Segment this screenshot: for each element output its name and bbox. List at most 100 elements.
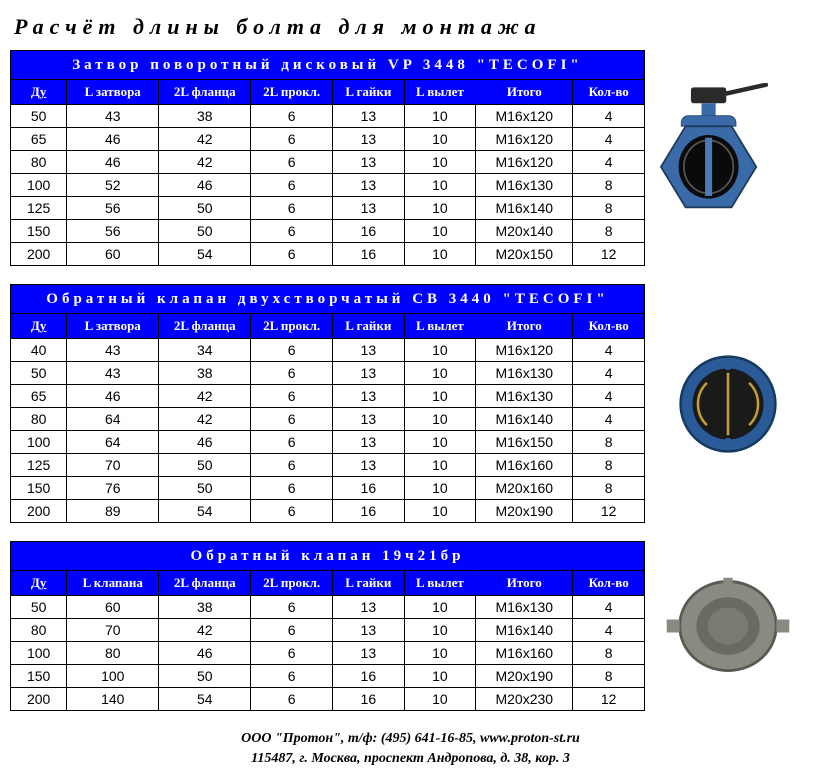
check-valve-19ch21br-icon: [663, 571, 793, 681]
table-cell: М16х140: [476, 197, 573, 220]
table-cell: 4: [573, 408, 645, 431]
table-cell: 64: [67, 431, 159, 454]
table-cell: 42: [159, 151, 251, 174]
table-cell: 38: [159, 362, 251, 385]
table-cell: 52: [67, 174, 159, 197]
table-cell: 10: [404, 665, 476, 688]
table-cell: 42: [159, 128, 251, 151]
table-cell: 10: [404, 688, 476, 711]
table-cell: 100: [11, 431, 67, 454]
table-row: 40433461310М16х1204: [11, 339, 645, 362]
table-cell: 150: [11, 665, 67, 688]
table-cell: 6: [251, 362, 333, 385]
table-cell: 4: [573, 128, 645, 151]
table-butterfly-valve: Затвор поворотный дисковый VP 3448 "TECO…: [10, 50, 645, 266]
table-cell: 125: [11, 197, 67, 220]
table-cell: М20х160: [476, 477, 573, 500]
table-cell: 4: [573, 105, 645, 128]
table-cell: 50: [159, 197, 251, 220]
table-cell: 4: [573, 619, 645, 642]
column-header: Ду: [11, 571, 67, 596]
column-header: Кол-во: [573, 571, 645, 596]
table-cell: М20х140: [476, 220, 573, 243]
table-cell: 10: [404, 362, 476, 385]
column-header: L вылет: [404, 80, 476, 105]
table-cell: 150: [11, 477, 67, 500]
column-header: 2L фланца: [159, 314, 251, 339]
table-row: 65464261310М16х1204: [11, 128, 645, 151]
table-cell: 80: [11, 619, 67, 642]
table-cell: 42: [159, 619, 251, 642]
table-cell: 10: [404, 105, 476, 128]
table-cell: 46: [67, 151, 159, 174]
table-cell: 65: [11, 385, 67, 408]
table-cell: 12: [573, 500, 645, 523]
table-cell: 13: [333, 362, 405, 385]
section-2: Обратный клапан двухстворчатый CB 3440 "…: [10, 284, 811, 523]
table-cell: 8: [573, 431, 645, 454]
table-cell: 76: [67, 477, 159, 500]
table-cell: 54: [159, 688, 251, 711]
table-cell: 60: [67, 596, 159, 619]
table-cell: 6: [251, 174, 333, 197]
table-cell: 46: [67, 128, 159, 151]
table-row: 100644661310М16х1508: [11, 431, 645, 454]
table-cell: 50: [159, 220, 251, 243]
table-row: 150565061610М20х1408: [11, 220, 645, 243]
table-cell: 13: [333, 454, 405, 477]
table-cell: 10: [404, 243, 476, 266]
table-cell: 56: [67, 197, 159, 220]
table-cell: 12: [573, 688, 645, 711]
table-check-valve-double: Обратный клапан двухстворчатый CB 3440 "…: [10, 284, 645, 523]
table-cell: 70: [67, 619, 159, 642]
table-cell: 10: [404, 128, 476, 151]
table-cell: 6: [251, 339, 333, 362]
table-cell: 89: [67, 500, 159, 523]
table-cell: 13: [333, 642, 405, 665]
table-row: 125705061310М16х1608: [11, 454, 645, 477]
table-row: 200605461610М20х15012: [11, 243, 645, 266]
table-cell: 10: [404, 151, 476, 174]
table-cell: 10: [404, 174, 476, 197]
table-row: 1501005061610М20х1908: [11, 665, 645, 688]
table-row: 100524661310М16х1308: [11, 174, 645, 197]
column-header: Ду: [11, 314, 67, 339]
table-cell: М16х130: [476, 174, 573, 197]
table-cell: 50: [159, 665, 251, 688]
column-header: L гайки: [333, 571, 405, 596]
table-cell: 42: [159, 408, 251, 431]
table-cell: М16х130: [476, 385, 573, 408]
table-cell: 6: [251, 151, 333, 174]
table-cell: 10: [404, 431, 476, 454]
table-cell: 50: [159, 477, 251, 500]
table-cell: 8: [573, 197, 645, 220]
table-cell: 13: [333, 105, 405, 128]
table-cell: М16х120: [476, 105, 573, 128]
table-cell: 6: [251, 408, 333, 431]
table-cell: 80: [67, 642, 159, 665]
table-cell: 4: [573, 151, 645, 174]
table-cell: М20х230: [476, 688, 573, 711]
table-cell: 13: [333, 619, 405, 642]
table-cell: 50: [11, 105, 67, 128]
butterfly-valve-icon: [653, 83, 803, 233]
table-cell: 46: [159, 174, 251, 197]
table-cell: М20х190: [476, 665, 573, 688]
table-cell: 150: [11, 220, 67, 243]
table-cell: 6: [251, 105, 333, 128]
table-cell: 6: [251, 197, 333, 220]
table-cell: 6: [251, 385, 333, 408]
table-cell: М16х160: [476, 454, 573, 477]
table-cell: 6: [251, 220, 333, 243]
table-cell: 43: [67, 339, 159, 362]
table-row: 150765061610М20х1608: [11, 477, 645, 500]
table-cell: М16х120: [476, 128, 573, 151]
table-cell: 4: [573, 596, 645, 619]
footer: ООО "Протон", т/ф: (495) 641-16-85, www.…: [10, 729, 811, 768]
table-cell: 13: [333, 174, 405, 197]
table-cell: 100: [11, 174, 67, 197]
table-row: 2001405461610М20х23012: [11, 688, 645, 711]
table-cell: 43: [67, 362, 159, 385]
section-3: Обратный клапан 19ч21бр ДуL клапана2L фл…: [10, 541, 811, 711]
table-cell: 100: [67, 665, 159, 688]
